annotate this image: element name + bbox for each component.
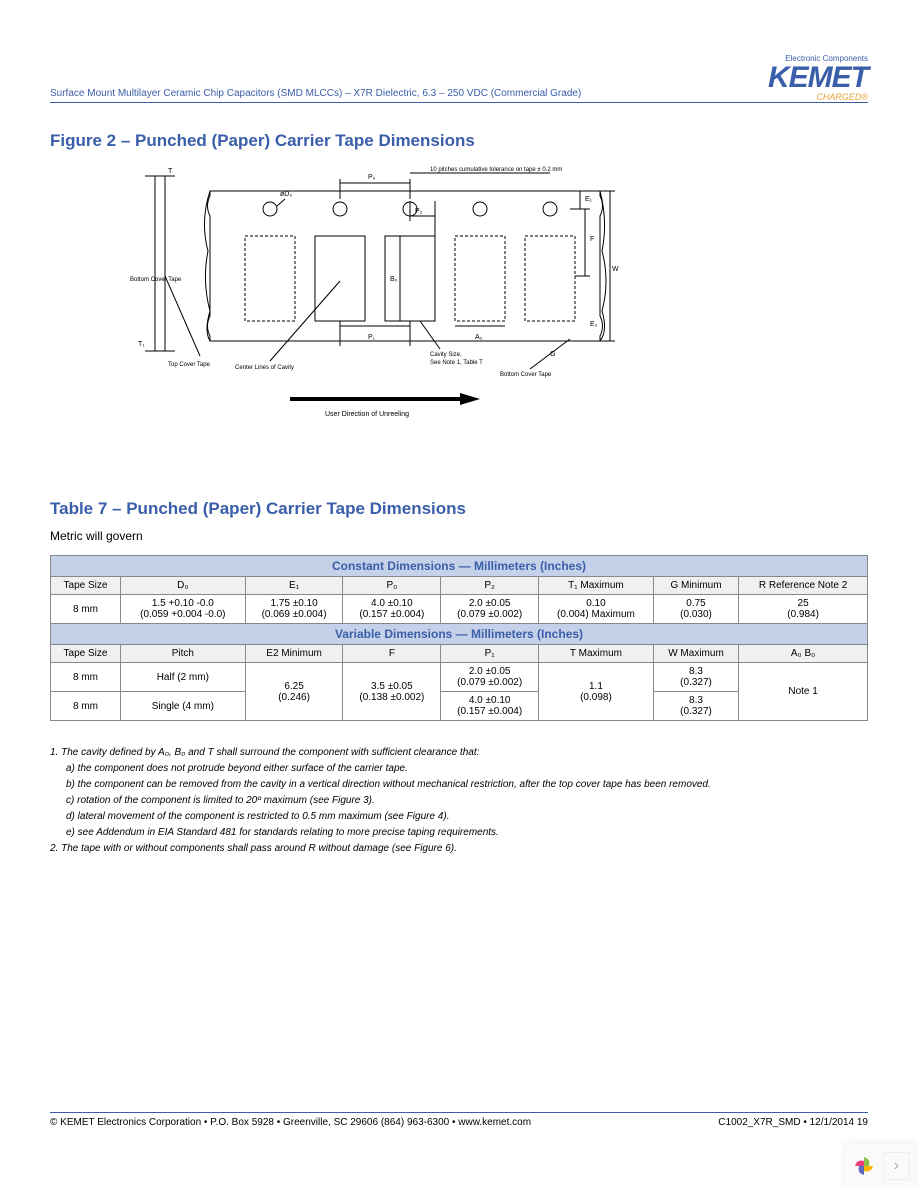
vcol-pitch: Pitch xyxy=(120,645,245,663)
col-t1: T₁ Maximum xyxy=(539,577,654,595)
vcol-f: F xyxy=(343,645,441,663)
cell-ab: Note 1 xyxy=(739,663,868,721)
tape-diagram: T T₁ Bottom Cover Tape Top Cover Tape ø xyxy=(130,161,630,421)
cell-size: 8 mm xyxy=(51,663,121,692)
vcol-t: T Maximum xyxy=(539,645,654,663)
next-page-button[interactable]: › xyxy=(883,1152,910,1180)
label-t: T xyxy=(168,168,173,175)
col-e1: E₁ xyxy=(245,577,343,595)
cell-d0: 1.5 +0.10 -0.0 (0.059 +0.004 -0.0) xyxy=(120,595,245,624)
viewer-corner: › xyxy=(845,1144,918,1188)
cell-w: 8.3 (0.327) xyxy=(653,692,738,721)
vcol-p1: P₁ xyxy=(441,645,539,663)
label-center-lines: Center Lines of Cavity xyxy=(235,365,294,371)
variable-header: Variable Dimensions — Millimeters (Inche… xyxy=(51,624,868,645)
cell-e1: 1.75 ±0.10 (0.069 ±0.004) xyxy=(245,595,343,624)
cell-size: 8 mm xyxy=(51,595,121,624)
logo-text: KEMET xyxy=(768,63,868,93)
cell-size: 8 mm xyxy=(51,692,121,721)
figure-title: Figure 2 – Punched (Paper) Carrier Tape … xyxy=(50,131,868,151)
label-bottom-cover: Bottom Cover Tape xyxy=(130,277,182,283)
cell-pitch: Single (4 mm) xyxy=(120,692,245,721)
cell-p2: 2.0 ±0.05 (0.079 ±0.002) xyxy=(441,595,539,624)
label-cavity-size: Cavity Size, xyxy=(430,352,462,358)
cell-p0: 4.0 ±0.10 (0.157 ±0.004) xyxy=(343,595,441,624)
vcol-tape-size: Tape Size xyxy=(51,645,121,663)
note-1e: e) see Addendum in EIA Standard 481 for … xyxy=(50,825,868,841)
vcol-ab: A₀ B₀ xyxy=(739,645,868,663)
cell-pitch: Half (2 mm) xyxy=(120,663,245,692)
label-w: W xyxy=(612,266,619,273)
table-row: 8 mm Half (2 mm) 6.25 (0.246) 3.5 ±0.05 … xyxy=(51,663,868,692)
label-p1: P₁ xyxy=(368,334,376,341)
label-a: A₀ xyxy=(475,334,483,341)
header-title: Surface Mount Multilayer Ceramic Chip Ca… xyxy=(50,88,581,102)
cell-t: 1.1 (0.098) xyxy=(539,663,654,721)
col-p0: P₀ xyxy=(343,577,441,595)
cell-t1: 0.10 (0.004) Maximum xyxy=(539,595,654,624)
footer-left: © KEMET Electronics Corporation • P.O. B… xyxy=(50,1117,531,1128)
label-f: F xyxy=(590,236,594,243)
cell-r: 25 (0.984) xyxy=(739,595,868,624)
logo-subtext: CHARGED® xyxy=(768,93,868,102)
cell-w: 8.3 (0.327) xyxy=(653,663,738,692)
table-title: Table 7 – Punched (Paper) Carrier Tape D… xyxy=(50,499,868,519)
dimensions-table: Constant Dimensions — Millimeters (Inche… xyxy=(50,555,868,721)
col-tape-size: Tape Size xyxy=(51,577,121,595)
footnotes: 1. The cavity defined by A₀, B₀ and T sh… xyxy=(50,745,868,857)
vcol-e2: E2 Minimum xyxy=(245,645,343,663)
constant-header: Constant Dimensions — Millimeters (Inche… xyxy=(51,556,868,577)
label-p0: P₀ xyxy=(368,174,376,181)
cell-g: 0.75 (0.030) xyxy=(653,595,738,624)
col-p2: P₂ xyxy=(441,577,539,595)
label-e: E₁ xyxy=(585,196,593,203)
note-2: 2. The tape with or without components s… xyxy=(50,841,868,857)
label-direction: User Direction of Unreeling xyxy=(325,411,409,418)
note-1b: b) the component can be removed from the… xyxy=(50,777,868,793)
cell-p1: 4.0 ±0.10 (0.157 ±0.004) xyxy=(441,692,539,721)
note-1d: d) lateral movement of the component is … xyxy=(50,809,868,825)
footer-right: C1002_X7R_SMD • 12/1/2014 19 xyxy=(718,1117,868,1128)
cell-f: 3.5 ±0.05 (0.138 ±0.002) xyxy=(343,663,441,721)
cell-e2: 6.25 (0.246) xyxy=(245,663,343,721)
label-p2: P₂ xyxy=(415,208,423,215)
kemet-logo: Electronic Components KEMET CHARGED® xyxy=(768,55,868,102)
label-t1: T₁ xyxy=(138,341,145,348)
col-g: G Minimum xyxy=(653,577,738,595)
label-g: G xyxy=(550,351,555,358)
col-r: R Reference Note 2 xyxy=(739,577,868,595)
label-e2: E₂ xyxy=(590,321,598,328)
note-1: 1. The cavity defined by A₀, B₀ and T sh… xyxy=(50,745,868,761)
col-d0: D₀ xyxy=(120,577,245,595)
label-b: B₀ xyxy=(390,276,398,283)
note-1c: c) rotation of the component is limited … xyxy=(50,793,868,809)
note-1a: a) the component does not protrude beyon… xyxy=(50,761,868,777)
label-bottom-cover2: Bottom Cover Tape xyxy=(500,372,552,378)
table-note: Metric will govern xyxy=(50,529,868,543)
label-top-cover: Top Cover Tape xyxy=(168,362,211,368)
label-see-note: See Note 1, Table T xyxy=(430,360,483,366)
pinwheel-icon[interactable] xyxy=(853,1155,875,1177)
label-tol: 10 pitches cumulative tolerance on tape … xyxy=(430,167,562,173)
label-d0: øD₀ xyxy=(280,191,292,198)
vcol-w: W Maximum xyxy=(653,645,738,663)
page-footer: © KEMET Electronics Corporation • P.O. B… xyxy=(50,1112,868,1128)
page-header: Surface Mount Multilayer Ceramic Chip Ca… xyxy=(50,55,868,103)
table-row: 8 mm 1.5 +0.10 -0.0 (0.059 +0.004 -0.0) … xyxy=(51,595,868,624)
cell-p1: 2.0 ±0.05 (0.079 ±0.002) xyxy=(441,663,539,692)
